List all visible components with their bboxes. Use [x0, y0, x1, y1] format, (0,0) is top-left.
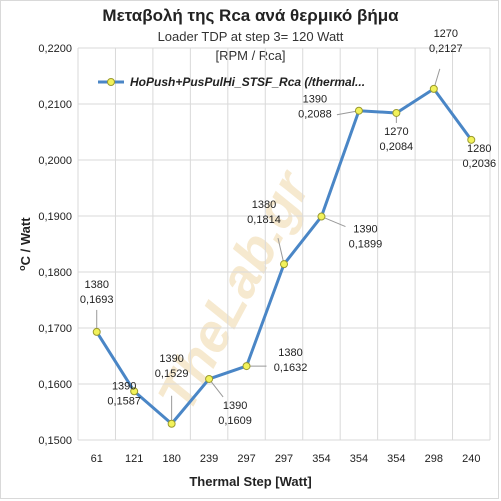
data-label-rpm: 1390: [303, 94, 327, 106]
y-tick-label: 0,1600: [38, 379, 72, 391]
watermark-text: TheLab.gr: [146, 160, 323, 421]
x-tick-label: 354: [312, 453, 330, 465]
data-label-value: 0,1814: [247, 214, 281, 226]
data-label-value: 0,1632: [274, 362, 308, 374]
data-point-marker: [205, 374, 214, 383]
data-point-marker: [242, 362, 251, 371]
data-label-rpm: 1380: [84, 279, 108, 291]
data-label-value: 0,1609: [218, 415, 252, 427]
data-point-marker: [429, 84, 438, 93]
data-point-marker: [280, 260, 288, 269]
watermark-logo: TheLab.gr: [146, 160, 323, 421]
label-leader-line: [321, 216, 346, 228]
legend-entry: HoPush+PusPulHi_STSF_Rca (/thermal...: [130, 75, 365, 89]
y-tick-label: 0,2200: [38, 43, 72, 55]
y-tick-label: 0,1800: [38, 267, 72, 279]
y-tick-label: 0,2100: [38, 99, 72, 111]
data-label-rpm: 1270: [434, 28, 458, 40]
legend-marker-swatch: [107, 78, 115, 86]
y-tick-label: 0,2000: [38, 155, 72, 167]
data-labels: 1380 0,1693 1390 0,1587 1390 0,1529 1390 0,1609…: [80, 28, 496, 427]
x-tick-label: 297: [237, 453, 255, 465]
legend: HoPush+PusPulHi_STSF_Rca (/thermal...: [98, 75, 365, 89]
y-tick-label: 0,1900: [38, 211, 72, 223]
x-tick-label: 297: [275, 453, 293, 465]
x-tick-label: 298: [425, 453, 443, 465]
x-tick-label: 240: [462, 453, 480, 465]
chart-title: Μεταβολή της Rca ανά θερμικό βήμα: [102, 6, 399, 25]
data-label-rpm: 1390: [159, 353, 183, 365]
data-label-value: 0,1529: [155, 368, 189, 380]
data-point-marker: [130, 387, 139, 396]
y-tick-labels: 0,1500 0,1600 0,1700 0,1800 0,1900 0,2000 0,21…: [38, 43, 72, 447]
y-tick-label: 0,1500: [38, 435, 72, 447]
data-point-marker: [167, 419, 176, 428]
data-label-rpm: 1270: [384, 126, 408, 138]
x-tick-label: 61: [91, 453, 103, 465]
data-label-rpm: 1380: [252, 199, 276, 211]
x-tick-labels: 61 121 180 239 297 297 354 354 354 298 240: [91, 453, 481, 465]
data-point-marker: [317, 212, 326, 221]
data-label-rpm: 1390: [112, 380, 136, 392]
data-label-rpm: 1390: [223, 400, 247, 412]
chart-unit-label: [RPM / Rca]: [215, 48, 286, 63]
data-label-value: 0,2088: [298, 109, 332, 121]
data-label-value: 0,2127: [429, 43, 463, 55]
data-label-value: 0,1693: [80, 294, 114, 306]
x-tick-label: 354: [387, 453, 405, 465]
data-label-rpm: 1380: [278, 347, 302, 359]
data-label-value: 0,1899: [349, 239, 383, 251]
data-label-value: 0,1587: [107, 395, 141, 407]
data-point-marker: [92, 327, 101, 336]
x-tick-label: 354: [350, 453, 368, 465]
x-tick-label: 180: [162, 453, 180, 465]
data-label-value: 0,2036: [462, 158, 496, 170]
gridlines: [77, 47, 491, 441]
data-label-rpm: 1390: [353, 224, 377, 236]
x-axis-label: Thermal Step [Watt]: [189, 474, 312, 489]
data-point-marker: [392, 108, 401, 117]
x-tick-label: 121: [125, 453, 143, 465]
data-series: [92, 84, 476, 428]
data-label-value: 0,2084: [380, 141, 414, 153]
y-tick-label: 0,1700: [38, 323, 72, 335]
x-tick-label: 239: [200, 453, 218, 465]
label-leader-line: [277, 238, 285, 265]
data-label-rpm: 1280: [467, 143, 491, 155]
data-point-marker: [354, 106, 363, 115]
chart-subtitle: Loader TDP at step 3= 120 Watt: [157, 29, 344, 44]
data-point-marker: [467, 135, 476, 144]
